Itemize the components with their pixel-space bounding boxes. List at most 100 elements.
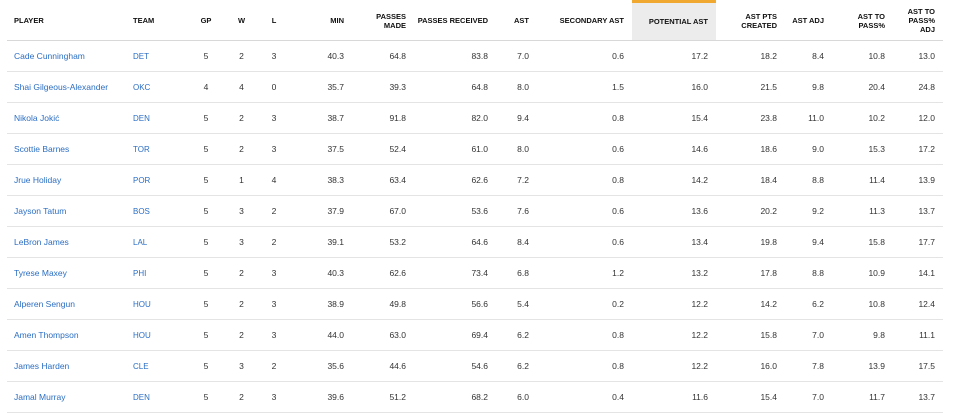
column-header-l[interactable]: L — [262, 1, 294, 41]
team-link[interactable]: DET — [133, 52, 149, 61]
column-header-ast[interactable]: AST — [496, 1, 537, 41]
stat-cell-secondary-ast: 0.2 — [537, 288, 632, 320]
stat-cell-passes-made: 51.2 — [352, 381, 414, 413]
table-row: Jamal Murray DEN 5 2 3 39.6 51.2 68.2 6.0 0.4 11.6… — [7, 381, 943, 413]
stat-cell-secondary-ast: 0.8 — [537, 319, 632, 351]
stat-cell-ast-to-pass: 10.9 — [832, 257, 893, 289]
team-link[interactable]: DEN — [133, 114, 150, 123]
team-link[interactable]: PHI — [133, 269, 147, 278]
column-header-ast-to-pass[interactable]: AST TO PASS% — [832, 1, 893, 41]
stat-cell-passes-received: 73.4 — [414, 257, 496, 289]
team-link[interactable]: POR — [133, 176, 151, 185]
stat-cell-gp: 5 — [191, 319, 229, 351]
column-header-ast-pts-created[interactable]: AST PTS CREATED — [716, 1, 785, 41]
stat-cell-ast-pts-created: 18.4 — [716, 164, 785, 196]
stat-cell-min: 39.6 — [294, 381, 352, 413]
player-link[interactable]: Jamal Murray — [14, 392, 66, 402]
player-link[interactable]: Jayson Tatum — [14, 206, 67, 216]
stat-cell-ast-to-pass: 13.9 — [832, 350, 893, 382]
stat-cell-ast-adj: 9.8 — [785, 71, 832, 103]
column-header-potential-ast[interactable]: POTENTIAL AST — [632, 0, 716, 41]
column-header-ast-to-pass-adj[interactable]: AST TO PASS% ADJ — [893, 1, 943, 41]
stats-table-container: PLAYER TEAM GP W L MIN PASSES MADE PASSES RECEI… — [7, 0, 943, 413]
player-link[interactable]: Tyrese Maxey — [14, 268, 67, 278]
team-link[interactable]: DEN — [133, 393, 150, 402]
stat-cell-ast-pts-created: 20.2 — [716, 195, 785, 227]
stat-cell-ast: 9.4 — [496, 102, 537, 134]
stat-cell-w: 2 — [229, 319, 262, 351]
player-tracking-table: PLAYER TEAM GP W L MIN PASSES MADE PASSES RECEI… — [7, 0, 943, 413]
table-row: James Harden CLE 5 3 2 35.6 44.6 54.6 6.2 0.8 12.2… — [7, 350, 943, 382]
stat-cell-potential-ast: 12.2 — [632, 319, 716, 351]
column-header-player[interactable]: PLAYER — [7, 1, 133, 41]
column-header-w[interactable]: W — [229, 1, 262, 41]
stat-cell-passes-made: 39.3 — [352, 71, 414, 103]
stat-cell-secondary-ast: 0.6 — [537, 195, 632, 227]
stat-cell-min: 38.9 — [294, 288, 352, 320]
team-link[interactable]: TOR — [133, 145, 150, 154]
stat-cell-passes-made: 53.2 — [352, 226, 414, 258]
player-link[interactable]: Shai Gilgeous-Alexander — [14, 82, 109, 92]
stat-cell-min: 37.5 — [294, 133, 352, 165]
team-link[interactable]: HOU — [133, 300, 151, 309]
table-row: Cade Cunningham DET 5 2 3 40.3 64.8 83.8 7.0 0.6 1… — [7, 40, 943, 72]
player-cell: Scottie Barnes — [7, 133, 133, 165]
column-header-min[interactable]: MIN — [294, 1, 352, 41]
stat-cell-w: 2 — [229, 257, 262, 289]
stat-cell-ast-adj: 7.0 — [785, 381, 832, 413]
stat-cell-ast-to-pass-adj: 14.1 — [893, 257, 943, 289]
player-cell: LeBron James — [7, 226, 133, 258]
stat-cell-gp: 5 — [191, 257, 229, 289]
team-link[interactable]: LAL — [133, 238, 148, 247]
player-cell: Nikola Jokić — [7, 102, 133, 134]
player-link[interactable]: James Harden — [14, 361, 70, 371]
player-link[interactable]: Cade Cunningham — [14, 51, 85, 61]
stat-cell-potential-ast: 13.6 — [632, 195, 716, 227]
stat-cell-gp: 5 — [191, 102, 229, 134]
player-link[interactable]: Amen Thompson — [14, 330, 79, 340]
player-link[interactable]: LeBron James — [14, 237, 69, 247]
stat-cell-min: 44.0 — [294, 319, 352, 351]
player-link[interactable]: Jrue Holiday — [14, 175, 62, 185]
stat-cell-gp: 5 — [191, 226, 229, 258]
stat-cell-passes-received: 53.6 — [414, 195, 496, 227]
stat-cell-ast-pts-created: 17.8 — [716, 257, 785, 289]
team-link[interactable]: BOS — [133, 207, 150, 216]
stat-cell-ast-to-pass: 11.7 — [832, 381, 893, 413]
player-link[interactable]: Alperen Sengun — [14, 299, 75, 309]
column-header-passes-received[interactable]: PASSES RECEIVED — [414, 1, 496, 41]
stat-cell-w: 2 — [229, 102, 262, 134]
team-link[interactable]: CLE — [133, 362, 149, 371]
stat-cell-passes-made: 63.4 — [352, 164, 414, 196]
stat-cell-ast-adj: 8.8 — [785, 257, 832, 289]
player-link[interactable]: Scottie Barnes — [14, 144, 70, 154]
stat-cell-ast-adj: 7.0 — [785, 319, 832, 351]
stat-cell-potential-ast: 14.2 — [632, 164, 716, 196]
stat-cell-gp: 5 — [191, 350, 229, 382]
player-link[interactable]: Nikola Jokić — [14, 113, 60, 123]
column-header-passes-made[interactable]: PASSES MADE — [352, 1, 414, 41]
column-header-secondary-ast[interactable]: SECONDARY AST — [537, 1, 632, 41]
team-link[interactable]: OKC — [133, 83, 151, 92]
stat-cell-ast-to-pass-adj: 17.5 — [893, 350, 943, 382]
table-row: Jrue Holiday POR 5 1 4 38.3 63.4 62.6 7.2 0.8 14.2… — [7, 164, 943, 196]
team-link[interactable]: HOU — [133, 331, 151, 340]
stat-cell-ast-pts-created: 15.4 — [716, 381, 785, 413]
column-header-gp[interactable]: GP — [191, 1, 229, 41]
stat-cell-secondary-ast: 0.8 — [537, 102, 632, 134]
stat-cell-potential-ast: 13.4 — [632, 226, 716, 258]
stat-cell-w: 3 — [229, 195, 262, 227]
player-cell: Jrue Holiday — [7, 164, 133, 196]
stat-cell-l: 3 — [262, 288, 294, 320]
stat-cell-ast-pts-created: 21.5 — [716, 71, 785, 103]
stat-cell-gp: 5 — [191, 164, 229, 196]
stat-cell-ast: 6.8 — [496, 257, 537, 289]
table-row: LeBron James LAL 5 3 2 39.1 53.2 64.6 8.4 0.6 13.4… — [7, 226, 943, 258]
stat-cell-secondary-ast: 0.8 — [537, 164, 632, 196]
column-header-team[interactable]: TEAM — [133, 1, 191, 41]
player-cell: Shai Gilgeous-Alexander — [7, 71, 133, 103]
column-header-ast-adj[interactable]: AST ADJ — [785, 1, 832, 41]
stat-cell-ast-to-pass: 10.8 — [832, 288, 893, 320]
team-cell: LAL — [133, 226, 191, 258]
stat-cell-w: 3 — [229, 226, 262, 258]
